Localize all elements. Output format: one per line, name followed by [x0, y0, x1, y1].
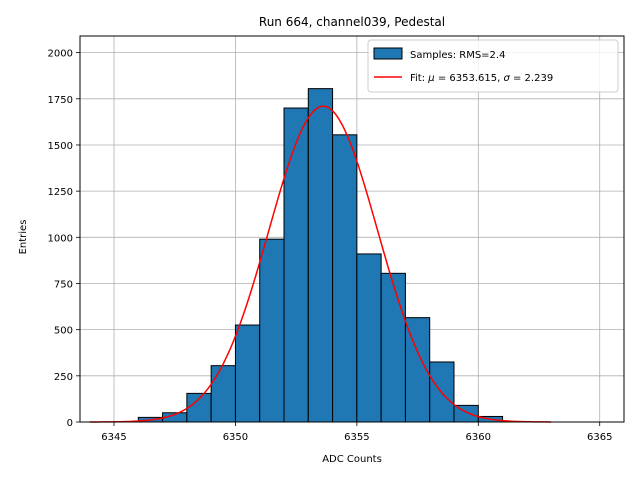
x-tick-label: 6360: [466, 432, 491, 443]
y-tick-label: 1000: [48, 233, 73, 244]
legend: Samples: RMS=2.4 Fit: μ = 6353.615, σ = …: [367, 39, 619, 93]
y-tick-label: 1500: [48, 141, 73, 152]
legend-fit-sigma-value: = 2.239: [510, 73, 553, 84]
axis-ticks: 6345 6350 6355 6360 6365 0 250 500 750 1000 1250 15…: [48, 49, 613, 443]
legend-fit-prefix: Fit:: [410, 73, 428, 84]
y-tick-label: 1250: [48, 187, 73, 198]
x-tick-label: 6355: [344, 432, 369, 443]
chart-title: Run 664, channel039, Pedestal: [259, 15, 445, 29]
legend-frame: [367, 39, 619, 93]
y-tick-label: 2000: [48, 49, 73, 60]
y-axis-label: Entries: [18, 220, 29, 255]
legend-fit-mu-symbol: μ: [427, 73, 434, 84]
histogram-bar: [356, 253, 382, 423]
y-tick-label: 1750: [48, 95, 73, 106]
y-tick-label: 0: [67, 418, 73, 429]
y-tick-label: 500: [54, 326, 73, 337]
y-tick-label: 750: [54, 279, 73, 290]
x-tick-label: 6345: [101, 432, 126, 443]
x-tick-label: 6365: [587, 432, 612, 443]
fit-curve-layer: [89, 105, 552, 423]
fit-curve: [89, 105, 552, 423]
histogram-bar: [307, 88, 334, 423]
histogram-bar: [210, 365, 236, 423]
histogram-bar: [259, 238, 285, 423]
y-tick-label: 250: [54, 372, 73, 383]
legend-histogram-swatch: [373, 47, 403, 60]
legend-histogram-label: Samples: RMS=2.4: [410, 50, 505, 61]
histogram-bar: [283, 107, 309, 423]
histogram-bar: [234, 324, 261, 423]
x-axis-label: ADC Counts: [322, 454, 382, 465]
histogram-bar: [380, 272, 406, 423]
legend-fit-sigma-symbol: σ: [503, 73, 510, 84]
histogram-bar: [186, 392, 212, 423]
histogram-bar: [332, 134, 358, 423]
legend-fit-mu-value: = 6353.615,: [435, 73, 504, 84]
x-tick-label: 6350: [223, 432, 248, 443]
plot-frame: [79, 35, 625, 423]
histogram-bars: [137, 88, 504, 423]
legend-fit-label: Fit: μ = 6353.615, σ = 2.239: [410, 73, 553, 84]
